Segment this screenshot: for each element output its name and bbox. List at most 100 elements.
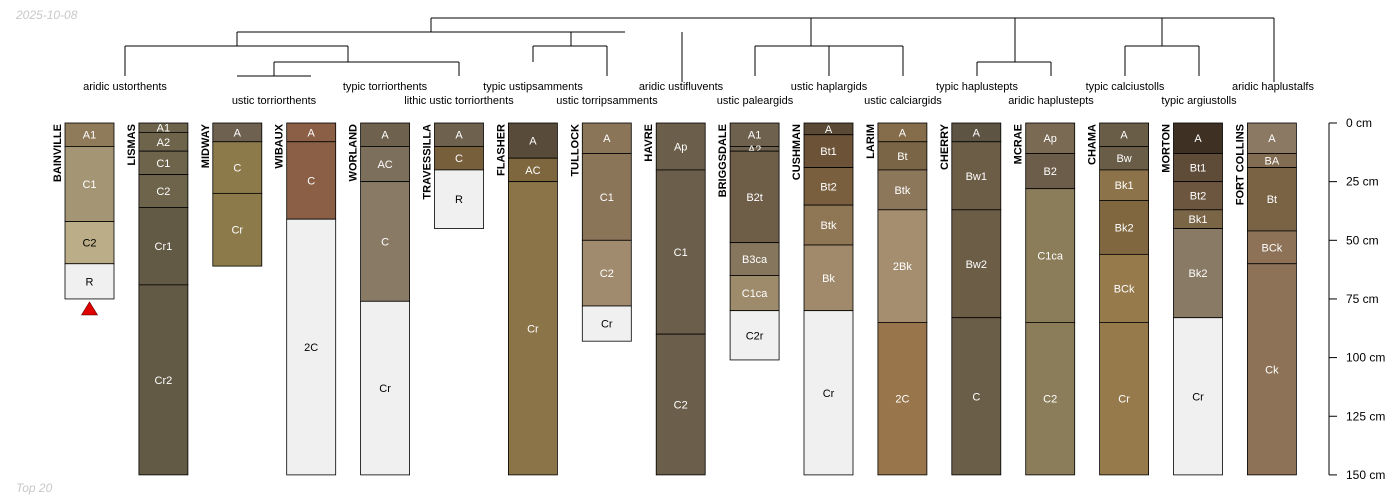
horizon <box>1099 169 1149 201</box>
horizon-label: Cr <box>823 388 835 400</box>
profile-name: FORT COLLINS <box>1234 124 1246 205</box>
profile-name: CUSHMAN <box>791 124 803 180</box>
horizon <box>434 169 484 229</box>
horizon <box>360 300 411 476</box>
horizon-label: C <box>381 236 389 248</box>
profile-fort-collins: A BA Bt BCk Ck FORT COLLINS <box>1234 122 1297 476</box>
horizon <box>1173 181 1223 211</box>
horizon <box>581 305 632 342</box>
horizon <box>803 310 854 476</box>
profile-tullock: A C1 C2 Cr TULLOCK <box>569 122 632 342</box>
horizon-label: Bt <box>897 151 907 163</box>
horizon-label: Cr <box>601 319 613 331</box>
profile-lismas: A1 A2 C1 C2 Cr1 Cr2 LISMAS <box>126 122 189 476</box>
horizon-label: Bt2 <box>1190 191 1207 203</box>
horizon <box>64 263 115 300</box>
horizon <box>360 146 411 183</box>
horizon-label: A <box>234 127 242 139</box>
horizon <box>877 169 928 211</box>
taxa-labels: aridic ustorthents ustic torriorthents typ… <box>83 81 1314 107</box>
taxon-label: ustic calciargids <box>864 95 942 107</box>
horizon-label: A <box>1120 130 1128 142</box>
profile-name: LISMAS <box>126 124 138 166</box>
horizon-label: Bk2 <box>1189 268 1208 280</box>
taxon-label: aridic ustorthents <box>83 81 167 93</box>
horizon-label: Ap <box>674 141 687 153</box>
horizon <box>729 150 780 244</box>
horizon <box>877 322 928 476</box>
horizon <box>1173 317 1223 476</box>
profile-name: LARIM <box>865 124 877 159</box>
horizon <box>64 221 115 265</box>
horizon-label: C2 <box>1043 394 1057 406</box>
taxon-label: ustic torripsamments <box>556 95 658 107</box>
profile-name: TRAVESSILLA <box>422 124 434 200</box>
horizon <box>951 317 1002 476</box>
profile-morton: A Bt1 Bt2 Bk1 Bk2 Cr MORTON <box>1161 122 1223 476</box>
profile-midway: A C Cr MIDWAY <box>200 122 263 267</box>
profile-name: WIBAUX <box>274 123 286 168</box>
taxon-label: ustic torriorthents <box>232 95 317 107</box>
depth-axis: 0 cm 25 cm 50 cm 75 cm 100 cm 125 cm 150 cm <box>1328 116 1385 482</box>
horizon <box>1099 200 1149 255</box>
horizon-label: C1ca <box>1037 251 1064 263</box>
horizon-label: C2r <box>746 330 764 342</box>
profile-cherry: A Bw1 Bw2 C CHERRY <box>939 122 1002 476</box>
dendrogram <box>124 17 1275 82</box>
profile-name: CHAMA <box>1087 124 1099 165</box>
horizon-label: C1 <box>82 179 96 191</box>
horizon <box>1099 322 1149 476</box>
horizon-label: B3ca <box>742 254 768 266</box>
profile-worland: A AC C Cr WORLAND <box>348 122 411 476</box>
horizon-label: Cr <box>231 225 243 237</box>
horizon <box>729 242 780 276</box>
horizon <box>951 141 1002 211</box>
horizon-label: 2C <box>304 342 318 354</box>
horizon-label: Cr <box>1192 391 1204 403</box>
horizon-label: BA <box>1265 156 1280 168</box>
profile-wibaux: A C 2C WIBAUX <box>274 122 337 476</box>
horizon-label: Ck <box>1265 364 1279 376</box>
taxon-label: typic ustipsamments <box>483 81 583 93</box>
horizon <box>360 181 411 302</box>
horizon-label: Bk2 <box>1115 222 1134 234</box>
horizon-label: Btk <box>894 185 910 197</box>
taxon-label: aridic haplustepts <box>1008 95 1094 107</box>
axis-tick-label: 150 cm <box>1346 468 1385 482</box>
profile-name: FLASHER <box>495 124 507 176</box>
profile-travessilla: AC R TRAVESSILLA <box>422 122 484 229</box>
horizon-label: A <box>455 130 463 142</box>
horizon-label: C1 <box>674 247 688 259</box>
horizon-label: Bk1 <box>1189 214 1208 226</box>
horizon-label: BCk <box>1262 242 1283 254</box>
horizon <box>286 218 337 476</box>
horizon-label: A <box>973 127 981 139</box>
horizon-label: Bt1 <box>1190 163 1207 175</box>
horizon-label: B2 <box>1043 166 1056 178</box>
horizon-label: Bw1 <box>966 171 987 183</box>
profile-name: BRIGGSDALE <box>717 124 729 197</box>
axis-tick-label: 0 cm <box>1346 116 1372 130</box>
horizon-label: A1 <box>157 123 170 135</box>
horizon-label: A1 <box>748 130 761 142</box>
horizon-label: Cr <box>527 323 539 335</box>
horizon <box>729 310 780 361</box>
horizon <box>655 122 706 171</box>
horizon <box>1025 153 1076 190</box>
horizon-label: Bw <box>1116 153 1131 165</box>
horizon <box>1099 253 1149 323</box>
horizon <box>64 146 115 222</box>
axis-tick-label: 25 cm <box>1346 175 1379 189</box>
horizon-label: A <box>529 136 537 148</box>
horizon-label: 2C <box>895 394 909 406</box>
horizon <box>655 169 706 335</box>
taxon-label: ustic paleargids <box>717 95 794 107</box>
axis-tick-label: 75 cm <box>1346 292 1379 306</box>
axis-tick-label: 125 cm <box>1346 409 1385 423</box>
horizon <box>212 141 263 194</box>
horizon-label: Bt2 <box>820 181 837 193</box>
profile-mcrae: Ap B2 C1ca C2 MCRAE <box>1013 122 1076 476</box>
horizon-label: Bt1 <box>820 146 837 158</box>
horizon <box>138 284 189 476</box>
profile-name: MORTON <box>1161 124 1173 173</box>
